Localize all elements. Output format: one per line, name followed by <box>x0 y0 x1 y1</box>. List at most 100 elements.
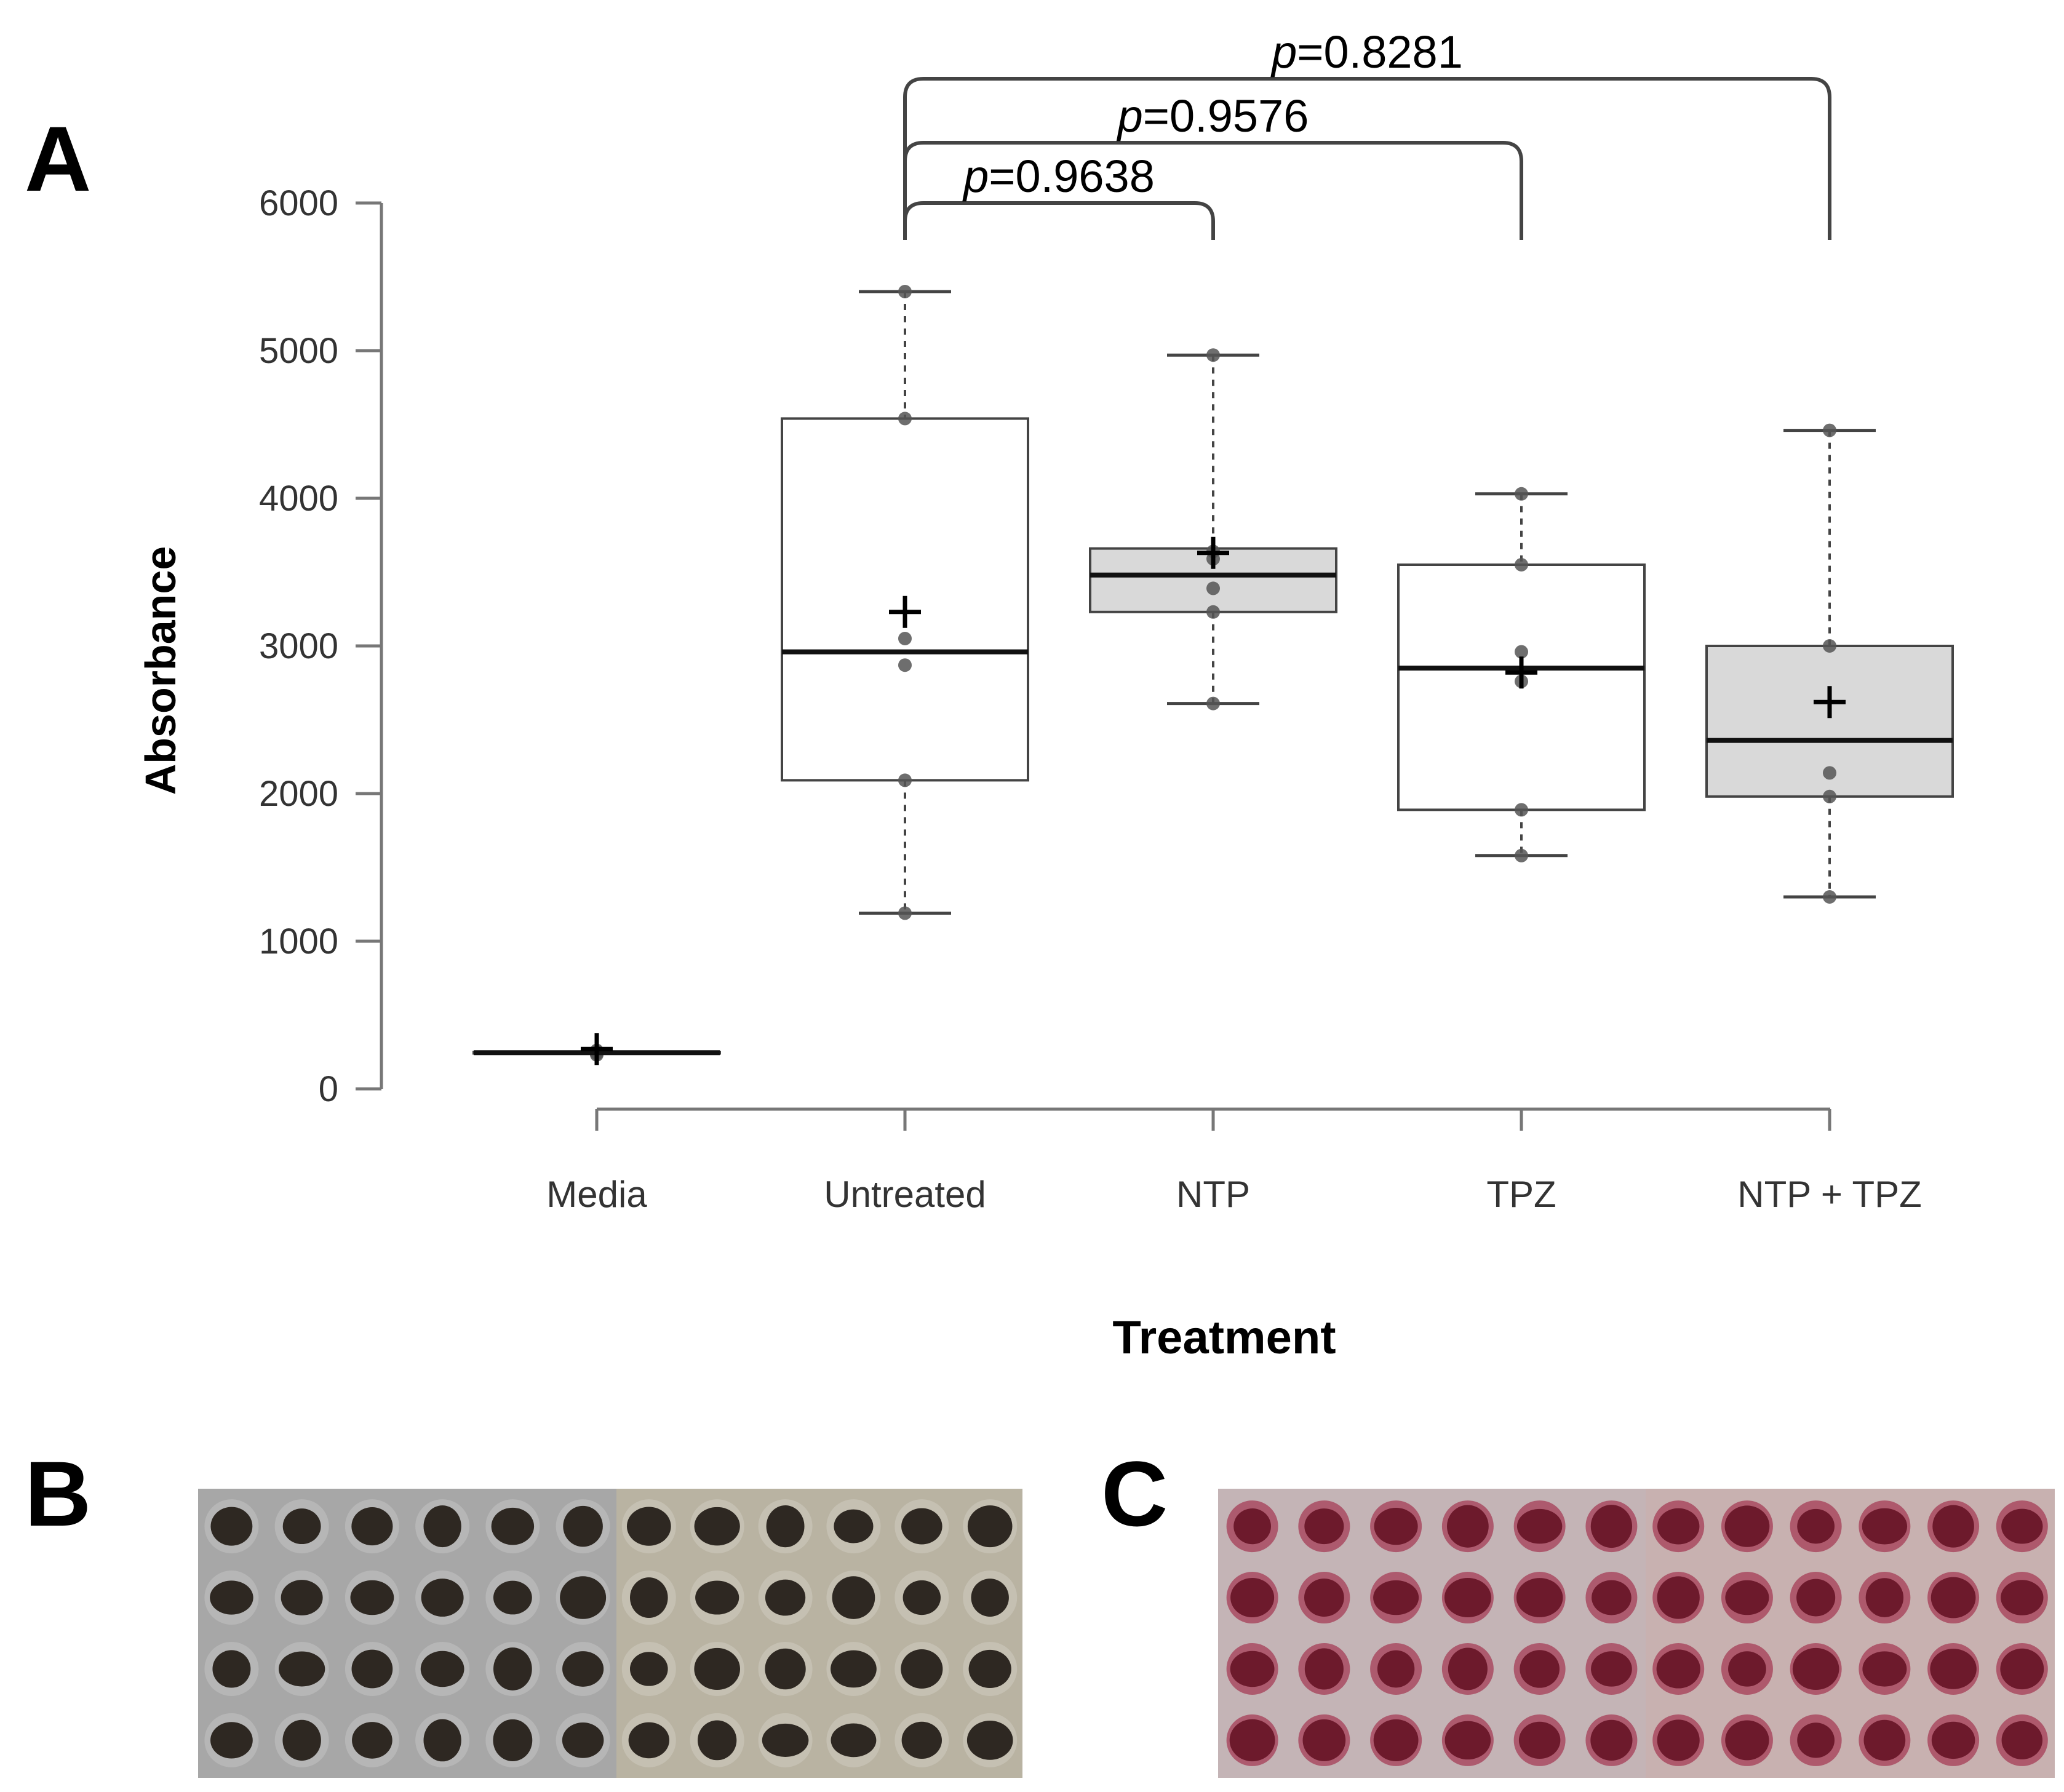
well <box>1932 1505 1974 1548</box>
data-point <box>898 773 912 787</box>
y-tick-label: 4000 <box>259 479 338 519</box>
well <box>562 1651 604 1687</box>
x-tick-label: TPZ <box>1486 1174 1556 1215</box>
p-value: =0.9638 <box>989 151 1155 202</box>
well <box>282 1508 321 1545</box>
data-point <box>1515 645 1528 659</box>
well <box>966 1721 1013 1760</box>
well <box>212 1650 251 1688</box>
p-symbol: p <box>962 151 989 202</box>
well <box>903 1580 941 1615</box>
well <box>831 1650 877 1688</box>
well <box>765 1648 806 1690</box>
p-value-label: p=0.8281 <box>1270 26 1463 78</box>
well <box>493 1719 533 1761</box>
well <box>629 1652 668 1686</box>
well <box>1516 1508 1563 1544</box>
well <box>1796 1579 1836 1617</box>
well <box>421 1579 464 1617</box>
well <box>1444 1578 1491 1618</box>
y-axis-title: Absorbance <box>137 546 185 795</box>
well <box>1862 1651 1907 1687</box>
well <box>831 1723 877 1758</box>
well <box>968 1649 1011 1689</box>
panel-label-a: A <box>25 107 91 210</box>
x-axis-title: Treatment <box>1112 1312 1336 1364</box>
data-point <box>1206 348 1220 362</box>
well <box>1725 1580 1769 1615</box>
well <box>2001 1508 2043 1544</box>
y-tick-label: 1000 <box>259 922 338 962</box>
well <box>1725 1720 1769 1761</box>
well <box>2001 1580 2044 1615</box>
well <box>423 1505 461 1548</box>
well <box>278 1651 325 1687</box>
well <box>1373 1580 1419 1615</box>
well <box>493 1647 532 1690</box>
well <box>420 1651 464 1687</box>
plate-background <box>1218 1489 1646 1778</box>
data-point <box>1206 696 1220 711</box>
box-ntp <box>1089 348 1337 711</box>
box-untreated <box>781 285 1029 920</box>
well <box>562 1722 604 1758</box>
well <box>1724 1505 1770 1547</box>
bracket-line <box>903 201 1215 240</box>
well <box>1229 1719 1275 1762</box>
significance-bracket: p=0.8281 <box>903 26 1831 240</box>
well <box>2001 1721 2043 1759</box>
well <box>491 1507 535 1545</box>
well <box>1304 1579 1344 1617</box>
well <box>1446 1505 1489 1548</box>
box-tpz <box>1397 487 1646 862</box>
well <box>282 1719 321 1761</box>
well <box>210 1580 253 1615</box>
well <box>901 1649 943 1689</box>
well <box>493 1580 532 1615</box>
x-tick-label: NTP <box>1176 1174 1250 1215</box>
well <box>1657 1719 1700 1761</box>
well <box>1863 1719 1906 1761</box>
well <box>210 1722 253 1759</box>
y-tick-label: 5000 <box>259 331 338 371</box>
well <box>560 1576 607 1619</box>
photo-panel-c-left <box>1218 1489 1646 1778</box>
well <box>832 1576 875 1619</box>
well <box>694 1507 740 1546</box>
p-value-label: p=0.9638 <box>962 151 1155 202</box>
plate-background <box>1646 1489 2055 1778</box>
data-point <box>898 632 912 645</box>
data-point <box>1515 558 1528 571</box>
box-plot: Absorbance Treatment 0 1000 2000 3000 4000 50… <box>137 26 1954 1364</box>
well <box>694 1647 740 1690</box>
y-tick-label: 3000 <box>259 626 338 666</box>
well <box>901 1508 942 1545</box>
well <box>698 1720 737 1761</box>
well <box>766 1505 805 1548</box>
p-symbol: p <box>1270 26 1297 78</box>
well <box>628 1722 669 1759</box>
data-point <box>1515 803 1528 817</box>
bracket-line <box>903 77 1831 240</box>
well <box>350 1580 394 1615</box>
well <box>1302 1719 1346 1761</box>
x-tick-label: NTP + TPZ <box>1737 1174 1922 1215</box>
box-media <box>472 1033 721 1065</box>
well <box>351 1507 393 1546</box>
well <box>563 1505 603 1547</box>
panel-label-c: C <box>1101 1442 1168 1545</box>
data-point <box>1206 605 1220 619</box>
well <box>1377 1650 1415 1688</box>
well <box>971 1579 1009 1617</box>
plate-background <box>198 1489 616 1778</box>
well <box>1728 1651 1766 1687</box>
y-tick-label: 2000 <box>259 774 338 814</box>
well <box>351 1649 393 1689</box>
well <box>1592 1580 1632 1615</box>
p-value-label: p=0.9576 <box>1117 90 1309 141</box>
well <box>1516 1578 1563 1617</box>
y-tick-label: 0 <box>319 1069 338 1109</box>
data-point <box>1823 766 1836 780</box>
well <box>1656 1649 1700 1689</box>
